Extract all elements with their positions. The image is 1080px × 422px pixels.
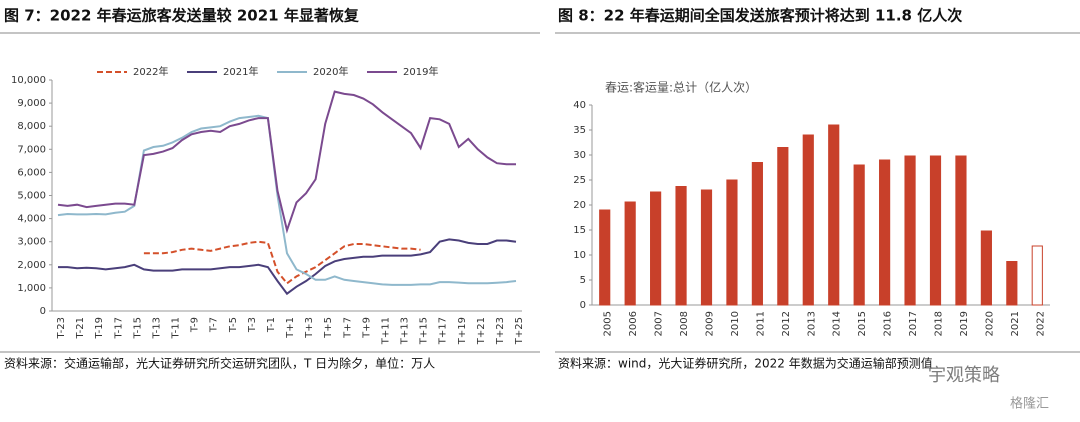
y-tick-label: 0 (580, 300, 586, 311)
y-tick-label: 10 (573, 250, 586, 261)
x-tick-label: 2020 (984, 311, 995, 336)
x-tick-label: T+9 (361, 317, 372, 339)
bar (599, 209, 611, 306)
x-tick-label: T-5 (228, 317, 239, 333)
y-tick-label: 5 (580, 275, 586, 286)
watermark: 宇观策略 (928, 365, 1000, 386)
y-tick-label: 4,000 (17, 214, 46, 225)
y-tick-label: 15 (573, 225, 586, 236)
y-tick-label: 3,000 (17, 237, 46, 248)
x-tick-label: T-9 (190, 317, 201, 333)
x-tick-label: 2016 (883, 311, 894, 336)
x-tick-label: T-23 (56, 317, 67, 340)
x-tick-label: 2022 (1035, 311, 1046, 336)
x-tick-label: T-17 (113, 317, 124, 340)
y-tick-label: 35 (573, 125, 586, 136)
x-tick-label: 2021 (1010, 311, 1021, 336)
x-tick-label: 2005 (603, 311, 614, 336)
y-tick-label: 30 (573, 150, 586, 161)
y-tick-label: 7,000 (17, 144, 46, 155)
bar (777, 147, 789, 306)
bar (802, 134, 814, 306)
x-tick-label: T+1 (285, 317, 296, 339)
x-tick-label: T+5 (323, 317, 334, 339)
x-tick-label: 2007 (654, 311, 665, 336)
watermark: 格隆汇 (1010, 396, 1049, 412)
x-tick-label: T+3 (304, 317, 315, 339)
x-tick-label: 2015 (857, 311, 868, 336)
source: 资料来源：wind，光大证券研究所，2022 年数据为交通运输部预测值 (558, 356, 933, 371)
y-tick-label: 40 (573, 100, 586, 111)
x-tick-label: T-7 (209, 317, 220, 333)
x-tick-label: 2006 (628, 311, 639, 336)
x-tick-label: T-1 (266, 317, 277, 333)
x-tick-label: T-11 (171, 317, 182, 340)
y-tick-label: 8,000 (17, 121, 46, 132)
x-tick-label: 2010 (730, 311, 741, 336)
x-tick-label: T+11 (380, 317, 391, 345)
x-tick-label: 2009 (705, 311, 716, 336)
y-tick-label: 9,000 (17, 98, 46, 109)
x-tick-label: 2019 (959, 311, 970, 336)
y-tick-label: 2,000 (17, 260, 46, 271)
source: 资料来源：交通运输部，光大证券研究所交运研究团队，T 日为除夕，单位：万人 (4, 356, 435, 371)
x-tick-label: T+23 (495, 317, 506, 345)
y-tick-label: 0 (40, 306, 46, 317)
bar (1006, 261, 1018, 306)
x-tick-label: T+7 (342, 317, 353, 339)
bar (751, 162, 763, 306)
legend-label: 2019年 (403, 65, 438, 78)
y-tick-label: 1,000 (17, 283, 46, 294)
chart-title: 图 7：2022 年春运旅客发送量较 2021 年显著恢复 (4, 7, 360, 25)
x-tick-label: T-13 (151, 317, 162, 340)
series-line (57, 114, 517, 286)
x-tick-label: T-3 (247, 317, 258, 333)
series-line (57, 90, 516, 234)
x-tick-label: 2008 (679, 311, 690, 336)
bar (624, 201, 636, 306)
x-tick-label: T+17 (438, 317, 449, 345)
legend-label: 2021年 (223, 65, 258, 78)
legend-label: 2022年 (133, 65, 168, 78)
x-tick-label: 2013 (806, 311, 817, 336)
x-tick-label: T+25 (514, 317, 525, 345)
bar (879, 159, 891, 306)
x-tick-label: T+15 (419, 317, 430, 345)
bar (955, 155, 967, 306)
x-tick-label: 2018 (934, 311, 945, 336)
x-tick-label: 2014 (832, 311, 843, 336)
y-tick-label: 6,000 (17, 167, 46, 178)
bar (700, 189, 713, 306)
y-tick-label: 5,000 (17, 191, 46, 202)
bar (726, 179, 738, 306)
x-tick-label: 2012 (781, 311, 792, 336)
y-tick-label: 20 (573, 200, 586, 211)
x-tick-label: 2017 (908, 311, 919, 336)
chart-title: 图 8：22 年春运期间全国发送旅客预计将达到 11.8 亿人次 (558, 7, 962, 25)
bar (675, 186, 687, 306)
series-line (143, 240, 421, 285)
x-tick-label: T+21 (476, 317, 487, 345)
series-line (58, 238, 517, 296)
y-tick-label: 10,000 (11, 75, 46, 86)
bar (1031, 245, 1043, 306)
bar (853, 164, 865, 306)
legend-label: 2020年 (313, 65, 348, 78)
bar (929, 155, 942, 306)
x-tick-label: T+13 (400, 317, 411, 345)
bar (980, 230, 992, 306)
bar (828, 124, 840, 306)
x-tick-label: T+19 (457, 317, 468, 345)
chart-subtitle: 春运:客运量:总计（亿人次） (605, 80, 757, 95)
x-tick-label: T-19 (94, 317, 105, 340)
y-tick-label: 25 (573, 175, 586, 186)
bar (904, 155, 916, 306)
x-tick-label: 2011 (755, 311, 766, 336)
bar (650, 191, 662, 306)
x-tick-label: T-21 (75, 317, 86, 340)
x-tick-label: T-15 (132, 317, 143, 340)
